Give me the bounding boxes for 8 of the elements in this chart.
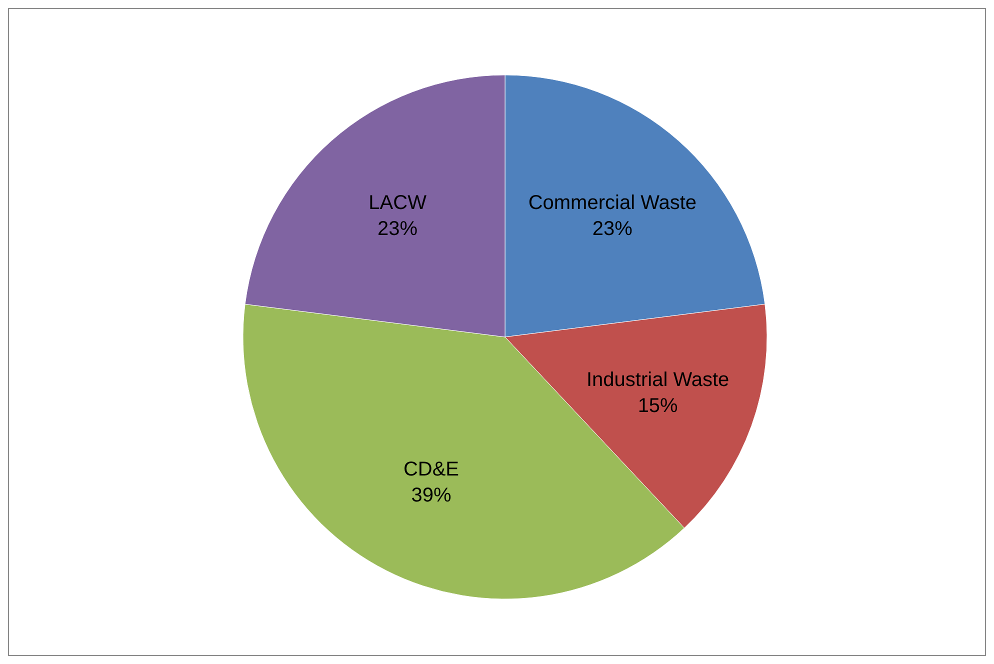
data-label: 39% bbox=[411, 484, 452, 507]
data-label: 23% bbox=[592, 218, 633, 240]
slice-label: CD&E bbox=[403, 458, 460, 481]
slice-label: LACW bbox=[368, 192, 427, 214]
data-label: 15% bbox=[638, 395, 678, 418]
slice-label: Industrial Waste bbox=[586, 369, 730, 392]
slice-label: Commercial Waste bbox=[528, 192, 697, 214]
data-label: 23% bbox=[378, 218, 418, 240]
